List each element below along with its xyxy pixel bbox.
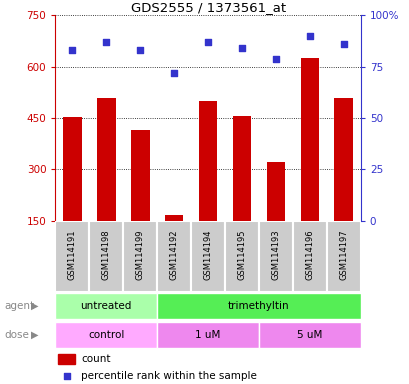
Bar bbox=[266, 162, 285, 221]
Bar bbox=[300, 58, 319, 221]
Text: GSM114196: GSM114196 bbox=[305, 230, 314, 280]
Bar bbox=[258, 221, 292, 292]
Text: untreated: untreated bbox=[81, 301, 132, 311]
Point bbox=[306, 33, 312, 39]
Point bbox=[63, 373, 70, 379]
Bar bbox=[232, 116, 251, 221]
Text: percentile rank within the sample: percentile rank within the sample bbox=[81, 371, 256, 381]
Bar bbox=[58, 354, 75, 364]
Text: ▶: ▶ bbox=[31, 330, 38, 340]
Text: GSM114197: GSM114197 bbox=[339, 230, 348, 280]
Bar bbox=[130, 130, 149, 221]
Bar bbox=[63, 118, 81, 221]
Text: count: count bbox=[81, 354, 110, 364]
Title: GDS2555 / 1373561_at: GDS2555 / 1373561_at bbox=[130, 1, 285, 14]
Bar bbox=[157, 322, 258, 348]
Point bbox=[340, 41, 346, 47]
Text: GSM114198: GSM114198 bbox=[101, 230, 110, 280]
Bar bbox=[55, 293, 157, 319]
Text: GSM114195: GSM114195 bbox=[237, 230, 246, 280]
Bar bbox=[164, 215, 183, 221]
Bar bbox=[55, 322, 157, 348]
Text: GSM114199: GSM114199 bbox=[135, 230, 144, 280]
Bar bbox=[97, 98, 115, 221]
Point bbox=[103, 39, 109, 45]
Text: GSM114194: GSM114194 bbox=[203, 230, 212, 280]
Text: ▶: ▶ bbox=[31, 301, 38, 311]
Text: control: control bbox=[88, 330, 124, 340]
Text: dose: dose bbox=[4, 330, 29, 340]
Bar bbox=[334, 98, 352, 221]
Bar bbox=[55, 221, 89, 292]
Bar bbox=[292, 221, 326, 292]
Bar bbox=[157, 293, 360, 319]
Text: trimethyltin: trimethyltin bbox=[228, 301, 289, 311]
Bar bbox=[157, 221, 191, 292]
Text: 5 uM: 5 uM bbox=[297, 330, 322, 340]
Text: GSM114193: GSM114193 bbox=[271, 230, 280, 280]
Point bbox=[238, 45, 245, 51]
Text: 1 uM: 1 uM bbox=[195, 330, 220, 340]
Text: agent: agent bbox=[4, 301, 34, 311]
Bar bbox=[225, 221, 258, 292]
Text: GSM114192: GSM114192 bbox=[169, 230, 178, 280]
Point bbox=[171, 70, 177, 76]
Bar bbox=[326, 221, 360, 292]
Point bbox=[137, 47, 143, 53]
Point bbox=[204, 39, 211, 45]
Text: GSM114191: GSM114191 bbox=[67, 230, 76, 280]
Point bbox=[272, 55, 279, 61]
Bar bbox=[89, 221, 123, 292]
Bar bbox=[191, 221, 225, 292]
Bar bbox=[258, 322, 360, 348]
Bar bbox=[123, 221, 157, 292]
Point bbox=[69, 47, 75, 53]
Bar bbox=[198, 101, 217, 221]
